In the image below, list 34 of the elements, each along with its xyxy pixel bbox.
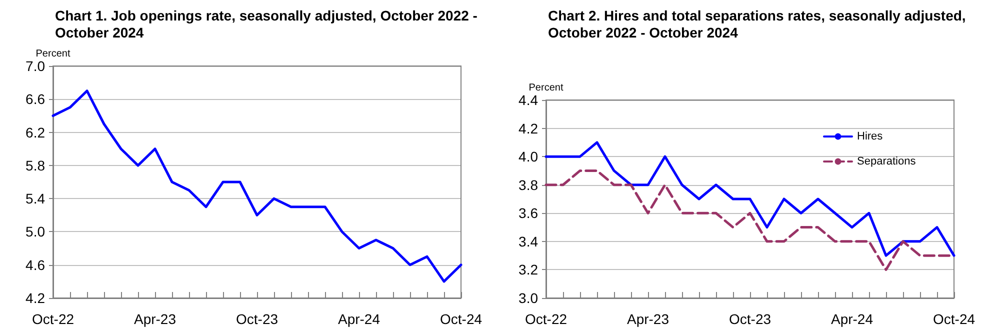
- x-tick-label: Oct-22: [32, 311, 74, 327]
- y-axis-title: Percent: [528, 82, 564, 94]
- y-tick-label: 6.6: [26, 91, 46, 108]
- y-tick-label: 6.2: [26, 124, 46, 140]
- legend-label: Separations: [857, 156, 916, 168]
- x-tick-label: Oct-23: [728, 311, 772, 327]
- x-tick-label: Oct-24: [440, 311, 482, 327]
- y-tick-label: 5.0: [26, 224, 46, 240]
- legend-label: Hires: [857, 130, 884, 142]
- y-tick-label: 3.2: [518, 262, 538, 278]
- chart-title: Chart 2. Hires and total separations rates, seasonally adjusted, October 2022 - October 2024: [548, 8, 970, 40]
- y-tick-label: 7.0: [26, 58, 46, 74]
- x-tick-label: Apr-23: [626, 311, 670, 327]
- y-tick-label: 3.4: [518, 233, 538, 250]
- x-tick-label: Oct-24: [932, 311, 976, 327]
- line-series: [544, 141, 956, 257]
- y-tick-label: 3.0: [518, 290, 538, 306]
- chart-title: Chart 1. Job openings rate, seasonally adjusted, October 2022 - October 2024: [55, 8, 482, 40]
- y-axis-title: Percent: [36, 48, 70, 60]
- x-tick-label: Oct-22: [524, 311, 568, 327]
- y-tick-label: 4.6: [26, 256, 46, 273]
- line-series: [52, 90, 462, 283]
- x-tick-label: Apr-24: [830, 311, 874, 327]
- y-tick-label: 3.6: [518, 205, 538, 222]
- x-tick-label: Apr-24: [338, 311, 380, 327]
- y-tick-label: 4.2: [518, 120, 538, 136]
- y-tick-label: 4.0: [518, 148, 538, 165]
- y-tick-label: 5.4: [26, 190, 46, 207]
- x-tick-label: Oct-23: [236, 311, 278, 327]
- x-tick-label: Apr-23: [134, 311, 176, 327]
- y-tick-label: 4.4: [518, 92, 538, 108]
- y-tick-label: 3.8: [518, 176, 538, 193]
- y-tick-label: 5.8: [26, 157, 46, 174]
- y-tick-label: 4.2: [26, 290, 46, 306]
